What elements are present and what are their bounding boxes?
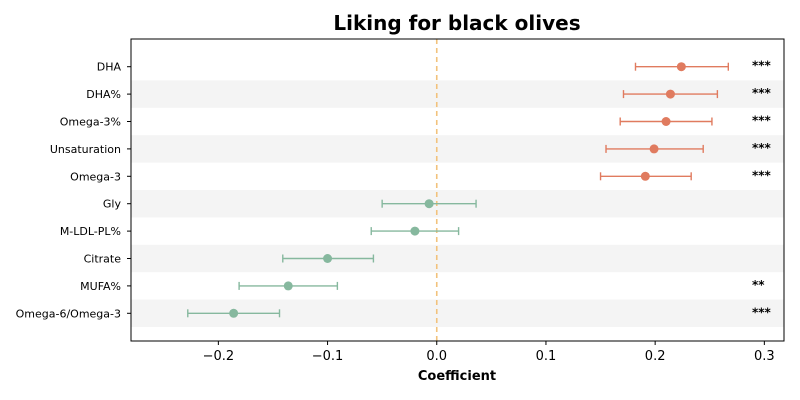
forest-row: DHA *** (97, 59, 772, 74)
forest-row: Omega-3 *** (70, 168, 771, 183)
row-band (131, 244, 784, 273)
forest-row: DHA% *** (86, 86, 771, 101)
significance-label: *** (752, 305, 772, 319)
row-label: MUFA% (80, 280, 121, 293)
row-label: M-LDL-PL% (60, 225, 121, 238)
estimate-point (283, 281, 293, 291)
row-label: Citrate (84, 253, 122, 266)
forest-row: M-LDL-PL% (60, 225, 460, 238)
x-tick-label: −0.1 (312, 349, 344, 364)
significance-label: *** (752, 114, 772, 128)
significance-label: ** (752, 278, 765, 292)
x-tick-label: −0.2 (203, 349, 235, 364)
data-rows: DHA ***DHA% ***Omega-3% ***Unsaturation ***O… (16, 59, 772, 321)
estimate-point (640, 171, 650, 181)
row-label: DHA (97, 61, 122, 74)
chart-title: Liking for black olives (333, 11, 580, 35)
row-label: Omega-3% (60, 116, 121, 129)
forest-row: Omega-6/Omega-3 *** (16, 305, 772, 320)
estimate-point (323, 254, 333, 263)
row-label: Gly (103, 198, 122, 211)
estimate-point (410, 226, 420, 236)
estimate-point (229, 308, 239, 318)
estimate-point (424, 199, 434, 209)
forest-row: MUFA% ** (80, 278, 765, 293)
x-tick-label: 0.1 (536, 349, 557, 364)
plot-frame (130, 38, 785, 342)
row-label: Omega-6/Omega-3 (16, 307, 121, 320)
row-label: Unsaturation (50, 143, 121, 156)
estimate-point (676, 62, 686, 72)
forest-row: Citrate (84, 253, 375, 266)
estimate-point (649, 144, 659, 154)
row-label: Omega-3 (70, 170, 121, 183)
significance-label: *** (752, 86, 772, 100)
x-tick-label: 0.0 (426, 349, 447, 364)
x-tick-label: 0.3 (754, 349, 775, 364)
x-axis-label: Coefficient (418, 369, 496, 384)
forest-row: Gly (103, 198, 477, 211)
row-label: DHA% (86, 88, 121, 101)
estimate-point (661, 117, 671, 126)
significance-label: *** (752, 168, 772, 182)
significance-label: *** (752, 141, 772, 155)
estimate-point (665, 89, 675, 99)
forest-row: Omega-3% *** (60, 114, 772, 129)
x-tick-label: 0.2 (645, 349, 666, 364)
forest-row: Unsaturation *** (50, 141, 772, 156)
x-axis-ticks: −0.2 −0.1 0.0 0.1 0.2 0.3 (203, 341, 775, 364)
significance-label: *** (752, 59, 772, 73)
